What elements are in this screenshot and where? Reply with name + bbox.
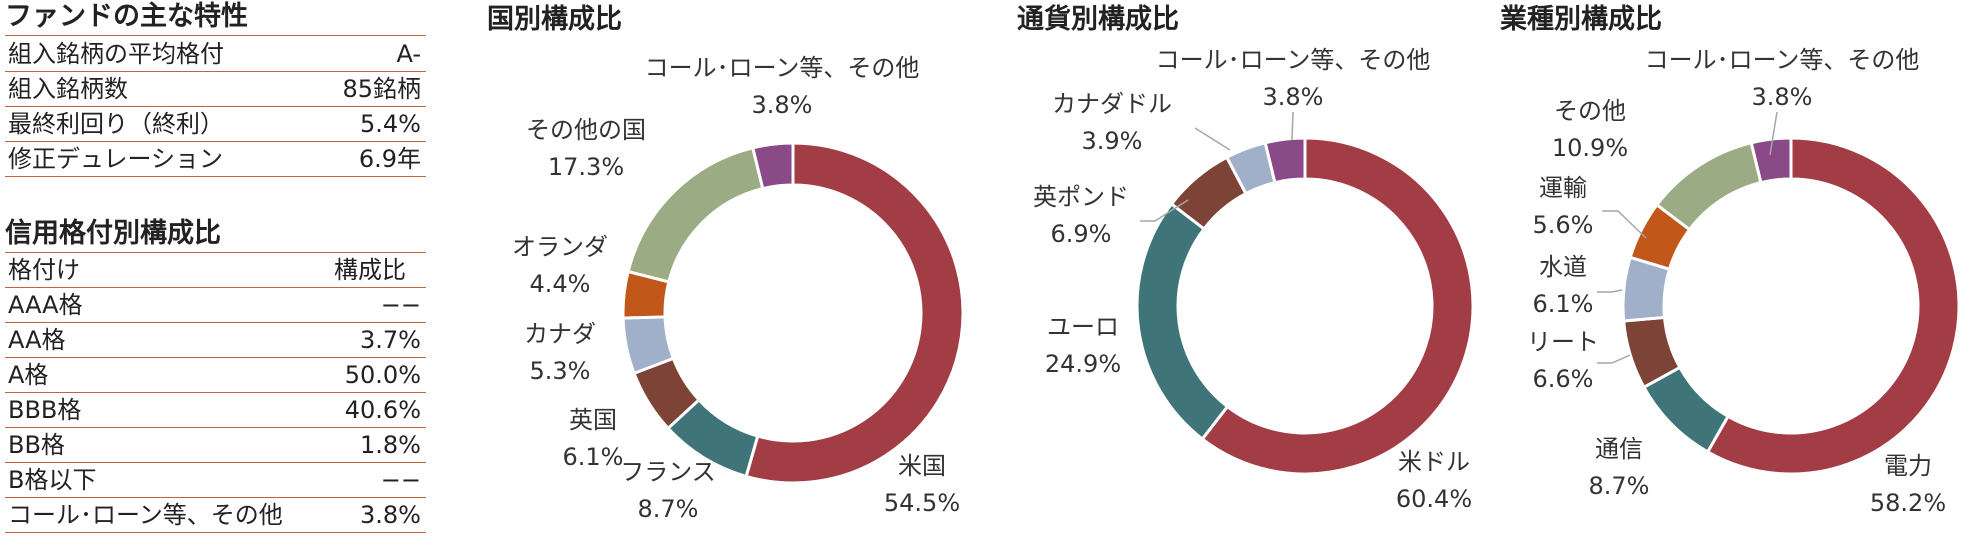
table-row: 修正デュレーション 6.9年 xyxy=(5,142,426,177)
row-value: 50.0% xyxy=(344,361,421,389)
pie-slice xyxy=(626,146,765,284)
slice-label: リート xyxy=(1527,328,1599,356)
slice-value-label: 4.4% xyxy=(530,270,591,298)
slice-value-label: 5.3% xyxy=(530,357,591,385)
row-label: B格以下 xyxy=(8,466,97,494)
slice-label: 運輸 xyxy=(1539,174,1587,202)
table-row: BBB格 40.6% xyxy=(5,393,426,428)
slice-value-label: 6.1% xyxy=(563,443,624,471)
row-label: BB格 xyxy=(8,431,65,459)
slice-value-label: 58.2% xyxy=(1870,489,1946,517)
slice-label: フランス xyxy=(620,458,716,486)
row-label: BBB格 xyxy=(8,396,82,424)
currency-chart-title: 通貨別構成比 xyxy=(1017,4,1179,35)
table-row: B格以下 −− xyxy=(5,463,426,498)
row-value: 85銘柄 xyxy=(342,75,421,103)
leader-line xyxy=(1194,127,1231,151)
table-row: AAA格 −− xyxy=(5,288,426,323)
slice-value-label: 17.3% xyxy=(548,153,624,181)
slice-label: 通信 xyxy=(1595,435,1643,463)
slice-label: 水道 xyxy=(1539,253,1587,281)
row-label: コール･ローン等、その他 xyxy=(8,501,283,529)
industry-chart-title: 業種別構成比 xyxy=(1500,4,1662,35)
leader-line xyxy=(1291,111,1294,141)
slice-value-label: 3.9% xyxy=(1082,127,1143,155)
row-value: 3.8% xyxy=(360,501,421,529)
header-label: 格付け xyxy=(8,256,80,284)
row-value: 5.4% xyxy=(360,110,421,138)
table-row: A格 50.0% xyxy=(5,358,426,393)
slice-label: カナダ xyxy=(524,320,596,348)
table-row: 最終利回り（終利） 5.4% xyxy=(5,107,426,142)
leader-line xyxy=(1597,289,1623,293)
slice-value-label: 24.9% xyxy=(1045,350,1121,378)
pie-slice xyxy=(1749,136,1793,185)
row-value: −− xyxy=(380,291,421,319)
row-value: A- xyxy=(396,40,421,68)
table-row: 組入銘柄の平均格付 A- xyxy=(5,37,426,72)
pie-slice xyxy=(1705,136,1961,476)
row-label: 組入銘柄数 xyxy=(8,75,128,103)
leader-line xyxy=(1597,354,1631,364)
slice-value-label: 60.4% xyxy=(1396,485,1472,513)
slice-label: その他の国 xyxy=(526,116,646,144)
slice-value-label: 3.8% xyxy=(752,91,813,119)
slice-value-label: 8.7% xyxy=(1589,472,1650,500)
slice-label: コール･ローン等、その他 xyxy=(645,54,920,82)
slice-label: 英ポンド xyxy=(1033,183,1129,211)
slice-value-label: 6.1% xyxy=(1533,290,1594,318)
row-label: AA格 xyxy=(8,326,66,354)
row-value: 1.8% xyxy=(360,431,421,459)
pie-slice xyxy=(1654,140,1763,232)
leader-line xyxy=(1602,210,1647,239)
slice-value-label: 54.5% xyxy=(884,489,960,517)
row-value: 40.6% xyxy=(344,396,421,424)
pie-slice xyxy=(751,141,795,191)
table-row: コール･ローン等、その他 3.8% xyxy=(5,498,426,533)
row-label: 最終利回り（終利） xyxy=(8,110,224,138)
pie-slice xyxy=(1263,136,1307,185)
slice-value-label: 10.9% xyxy=(1552,134,1628,162)
slice-label: カナダドル xyxy=(1052,90,1172,118)
slice-label: コール･ローン等、その他 xyxy=(1156,46,1431,74)
slice-value-label: 5.6% xyxy=(1533,211,1594,239)
slice-label: 米ドル xyxy=(1398,448,1470,476)
row-label: A格 xyxy=(8,361,49,389)
row-label: 組入銘柄の平均格付 xyxy=(8,40,224,68)
slice-label: ユーロ xyxy=(1047,313,1119,341)
slice-value-label: 3.8% xyxy=(1263,83,1324,111)
row-value: 6.9年 xyxy=(358,145,421,173)
slice-label: 英国 xyxy=(569,406,617,434)
slice-label: コール･ローン等、その他 xyxy=(1645,46,1920,74)
pie-slice xyxy=(744,141,965,485)
fund-characteristics-title: ファンドの主な特性 xyxy=(5,1,248,32)
leader-line xyxy=(1769,111,1778,156)
slice-value-label: 6.9% xyxy=(1051,220,1112,248)
table-row: BB格 1.8% xyxy=(5,428,426,463)
title-underline xyxy=(5,252,426,253)
slice-label: 米国 xyxy=(898,452,946,480)
row-label: AAA格 xyxy=(8,291,83,319)
rating-table-title: 信用格付別構成比 xyxy=(5,218,221,249)
slice-value-label: 3.8% xyxy=(1752,83,1813,111)
header-value: 構成比 xyxy=(334,256,406,284)
row-value: −− xyxy=(380,466,421,494)
slice-value-label: 6.6% xyxy=(1533,365,1594,393)
table-row: AA格 3.7% xyxy=(5,323,426,358)
pie-slice xyxy=(1200,136,1475,476)
slice-label: 電力 xyxy=(1884,452,1932,480)
slice-value-label: 8.7% xyxy=(638,495,699,523)
leader-line xyxy=(1140,199,1189,222)
country-chart-title: 国別構成比 xyxy=(487,4,622,35)
row-label: 修正デュレーション xyxy=(8,145,224,173)
row-value: 3.7% xyxy=(360,326,421,354)
slice-label: その他 xyxy=(1554,97,1626,125)
table-row: 組入銘柄数 85銘柄 xyxy=(5,72,426,107)
slice-label: オランダ xyxy=(512,233,608,261)
pie-slice xyxy=(1135,201,1230,442)
title-underline xyxy=(5,35,426,36)
table-header-row: 格付け 構成比 xyxy=(5,253,426,288)
